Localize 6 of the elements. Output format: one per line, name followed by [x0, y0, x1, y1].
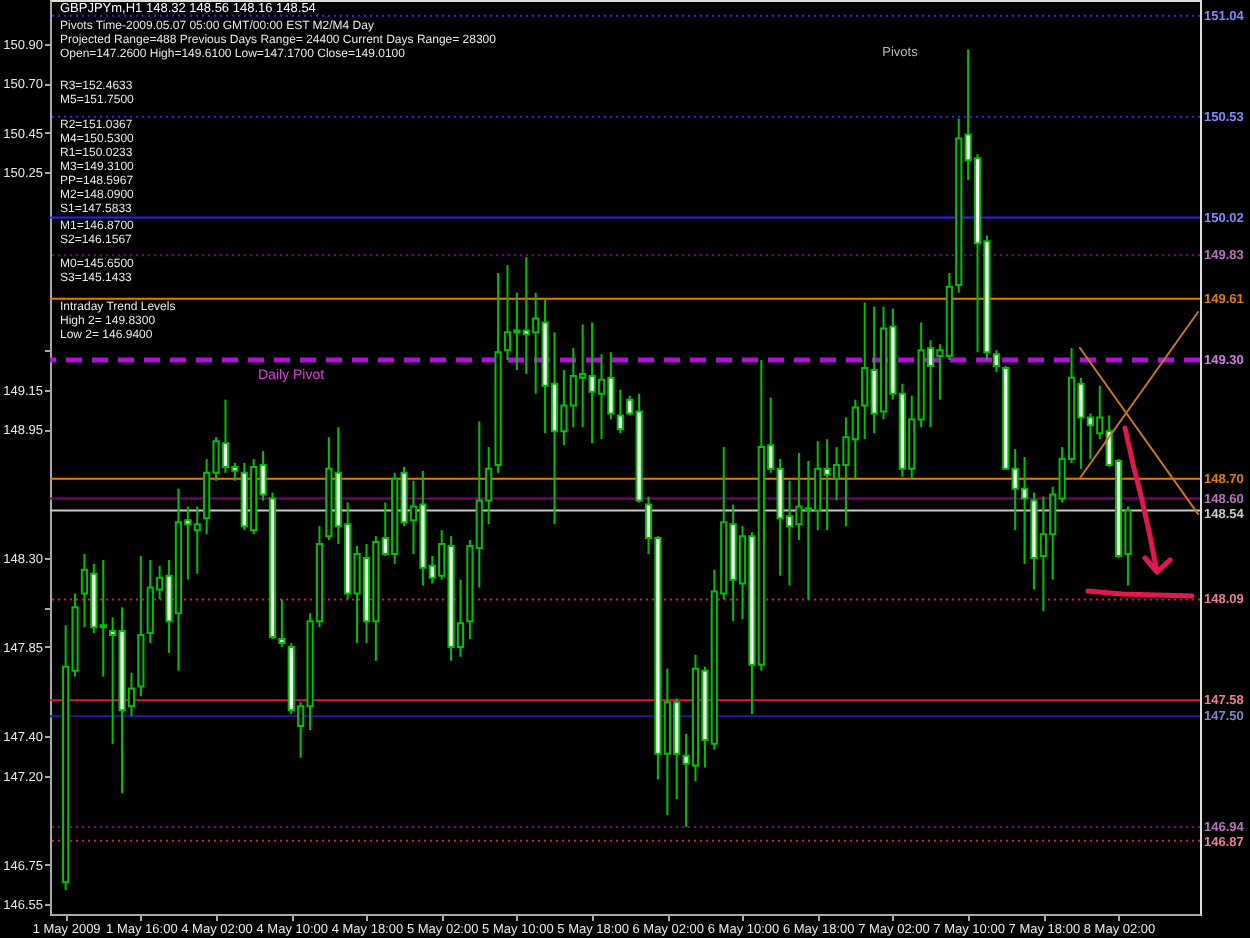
- candlestick: [992, 349, 1000, 373]
- candlestick: [616, 388, 624, 435]
- candlestick: [503, 264, 512, 362]
- candlestick: [1020, 456, 1029, 565]
- candlestick: [80, 552, 89, 629]
- candlestick: [278, 598, 286, 648]
